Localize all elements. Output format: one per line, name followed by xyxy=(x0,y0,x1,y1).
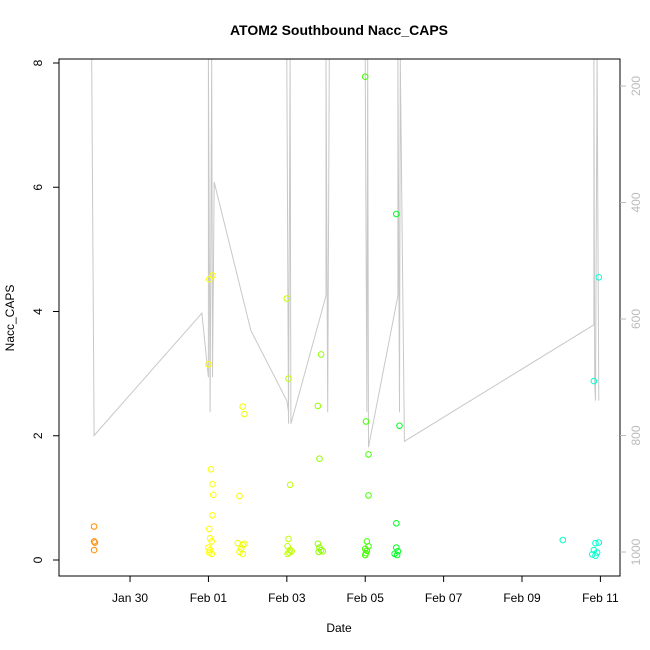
points-layer xyxy=(90,73,603,560)
data-point xyxy=(317,351,325,358)
x-axis-label: Date xyxy=(326,621,352,635)
y-tick-label: 6 xyxy=(31,184,45,191)
x-tick-label: Feb 01 xyxy=(190,591,228,605)
x-tick-label: Feb 11 xyxy=(582,591,619,605)
data-point xyxy=(595,539,603,546)
data-point xyxy=(90,523,98,530)
data-point xyxy=(236,492,243,500)
secondary-line xyxy=(91,58,600,448)
data-point xyxy=(393,551,401,559)
data-point xyxy=(236,548,243,556)
data-point xyxy=(595,274,603,281)
data-point xyxy=(365,451,372,458)
data-point xyxy=(91,539,99,546)
data-point xyxy=(208,550,215,558)
right-tick-label: 1000 xyxy=(629,538,643,565)
data-point xyxy=(286,481,294,489)
data-point xyxy=(286,549,293,556)
x-tick-label: Jan 30 xyxy=(112,591,148,605)
data-point xyxy=(90,546,98,554)
data-point xyxy=(365,492,372,499)
x-axis: Jan 30 Feb 01 Feb 03 Feb 05 Feb 07 Feb 09 Feb … xyxy=(112,576,619,605)
data-point xyxy=(592,539,599,547)
data-point xyxy=(241,540,248,548)
data-point xyxy=(393,544,400,551)
data-point xyxy=(590,377,598,385)
data-point xyxy=(210,491,217,499)
data-point xyxy=(205,361,212,368)
x-tick-label: Feb 03 xyxy=(268,591,306,605)
data-point xyxy=(393,210,400,218)
data-point xyxy=(362,418,370,425)
data-point xyxy=(239,541,246,549)
data-point xyxy=(208,538,215,545)
data-point xyxy=(396,422,403,430)
data-point xyxy=(241,410,248,418)
right-tick-label: 400 xyxy=(629,192,643,212)
data-point xyxy=(314,540,322,548)
data-point xyxy=(206,525,213,533)
plot-frame xyxy=(58,58,621,577)
data-point xyxy=(314,402,322,410)
data-point xyxy=(209,272,216,279)
x-tick-label: Feb 05 xyxy=(347,591,385,605)
y-tick-label: 8 xyxy=(31,59,45,66)
data-point xyxy=(285,375,292,382)
data-point xyxy=(207,466,215,473)
data-point xyxy=(592,552,599,560)
data-point xyxy=(361,73,369,80)
x-tick-label: Feb 09 xyxy=(503,591,541,605)
y-tick-label: 4 xyxy=(31,308,45,315)
data-point xyxy=(315,548,323,556)
data-point xyxy=(361,551,369,559)
data-point xyxy=(206,275,213,283)
y-tick-label: 0 xyxy=(31,556,45,563)
y-axis-label: Nacc_CAPS xyxy=(3,285,17,352)
data-point xyxy=(209,512,216,519)
y-tick-label: 2 xyxy=(31,432,45,439)
data-point xyxy=(284,550,291,558)
data-point xyxy=(588,551,596,558)
data-point xyxy=(361,545,369,553)
chart-title: ATOM2 Southbound Nacc_CAPS xyxy=(230,22,448,38)
right-tick-label: 800 xyxy=(629,425,643,445)
right-tick-label: 600 xyxy=(629,309,643,329)
data-point xyxy=(239,403,246,410)
right-tick-label: 200 xyxy=(629,76,643,96)
data-point xyxy=(393,520,400,527)
x-tick-label: Feb 07 xyxy=(425,591,463,605)
data-point xyxy=(285,535,292,543)
y-axis: 0 2 4 6 8 xyxy=(31,59,59,563)
data-point xyxy=(206,535,214,542)
data-point xyxy=(559,536,567,544)
data-point xyxy=(209,480,216,488)
data-point xyxy=(316,455,323,463)
right-axis: 200 400 600 800 1000 xyxy=(620,76,643,565)
secondary-line-layer xyxy=(91,58,600,448)
data-point xyxy=(90,538,98,545)
data-point xyxy=(239,550,246,558)
data-point xyxy=(319,548,327,555)
data-point xyxy=(283,295,291,302)
